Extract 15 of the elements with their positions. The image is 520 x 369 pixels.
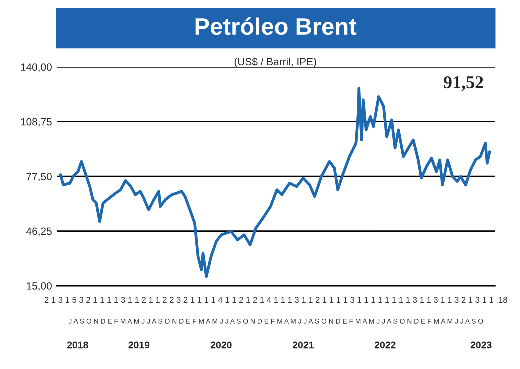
x-tick-label: 2019: [128, 342, 150, 349]
y-tick-label: 15,00: [27, 282, 52, 292]
annotation: 91,52: [444, 76, 484, 92]
chart-subtitle: (US$ / Barril, IPE): [234, 58, 316, 68]
text: 2 1 3 1 5 3 2 1 1 1 1 3 1 1 2 1 1 2 2 3 2 1 1 1 1 4 1 1 2 1 2 1 4 1 1 1 3 1 1 2 1 1 1 1 3 1 1 1 1 1 1 1 1 3 1 1 3 1 1 3 2 1 3 1 1 .18: [44, 297, 508, 304]
x-tick-label: 2020: [210, 342, 232, 349]
y-tick-label: 140,00: [21, 64, 52, 72]
x-tick-label: 2021: [292, 342, 314, 349]
x-tick-label: 2018: [67, 342, 88, 349]
x-tick-label: 2022: [374, 342, 396, 349]
y-tick-label: 77,50: [26, 173, 52, 182]
y-tick-label: 46,25: [26, 228, 52, 236]
x-tick-label: 2023: [470, 342, 492, 349]
chart-title: Petróleo Brent: [196, 18, 357, 36]
y-tick-label: 108,75: [21, 118, 52, 127]
